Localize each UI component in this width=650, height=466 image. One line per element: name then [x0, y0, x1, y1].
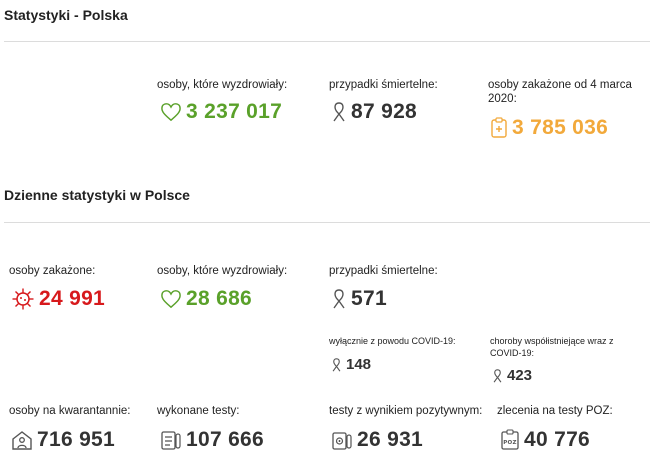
total-deaths-value: 87 928	[351, 100, 418, 123]
divider	[4, 222, 650, 223]
test-list-icon	[160, 429, 182, 451]
tests-value: 107 666	[186, 428, 265, 451]
tests-label: wykonane testy:	[157, 405, 240, 417]
total-recovered-value: 3 237 017	[186, 100, 283, 123]
deaths-comorbid-stat: 423	[492, 367, 532, 384]
deaths-covid-only-label: wyłącznie z powodu COVID-19:	[329, 336, 456, 346]
quarantine-value: 716 951	[37, 428, 116, 451]
section-title-daily: Dzienne statystyki w Polsce	[4, 187, 190, 203]
deaths-comorbid-value: 423	[507, 367, 533, 384]
daily-infected-value: 24 991	[39, 287, 106, 310]
daily-infected-label: osoby zakażone:	[9, 265, 96, 277]
daily-infected-stat: 24 991	[11, 287, 105, 311]
positive-tests-value: 26 931	[357, 428, 424, 451]
deaths-covid-only-stat: 148	[331, 356, 371, 373]
test-tube-icon	[331, 429, 353, 451]
positive-tests-label: testy z wynikiem pozytywnym:	[329, 405, 483, 417]
heart-icon	[160, 102, 182, 122]
total-recovered-label: osoby, które wyzdrowiały:	[157, 79, 288, 91]
poz-orders-label: zlecenia na testy POZ:	[497, 405, 613, 417]
quarantine-label: osoby na kwarantannie:	[9, 405, 131, 417]
svg-text:POZ: POZ	[503, 440, 517, 446]
ribbon-icon	[331, 288, 347, 310]
ribbon-icon	[331, 101, 347, 123]
total-deaths-label: przypadki śmiertelne:	[329, 79, 438, 91]
poz-orders-stat: POZ 40 776	[500, 428, 590, 452]
positive-tests-stat: 26 931	[331, 428, 423, 452]
quarantine-stat: 716 951	[11, 428, 115, 452]
ribbon-icon	[331, 357, 342, 373]
total-deaths-stat: 87 928	[331, 100, 417, 124]
section-title-poland: Statystyki - Polska	[4, 7, 128, 23]
tests-stat: 107 666	[160, 428, 264, 452]
deaths-covid-only-value: 148	[346, 356, 372, 373]
daily-recovered-stat: 28 686	[160, 287, 252, 311]
ribbon-icon	[492, 368, 503, 384]
total-infected-label: osoby zakażone od 4 marca 2020:	[488, 79, 632, 105]
total-infected-stat: 3 785 036	[490, 116, 608, 140]
heart-icon	[160, 289, 182, 309]
daily-deaths-value: 571	[351, 287, 387, 310]
house-person-icon	[11, 429, 33, 451]
deaths-comorbid-label: choroby współistniejące wraz z COVID-19:	[490, 336, 614, 358]
virus-icon	[11, 287, 35, 311]
divider	[4, 41, 650, 42]
poz-orders-value: 40 776	[524, 428, 591, 451]
medical-clipboard-icon	[490, 117, 508, 139]
poz-clipboard-icon: POZ	[500, 429, 520, 451]
daily-deaths-label: przypadki śmiertelne:	[329, 265, 438, 277]
daily-recovered-label: osoby, które wyzdrowiały:	[157, 265, 288, 277]
daily-recovered-value: 28 686	[186, 287, 253, 310]
total-infected-value: 3 785 036	[512, 116, 609, 139]
total-recovered-stat: 3 237 017	[160, 100, 282, 124]
daily-deaths-stat: 571	[331, 287, 387, 311]
